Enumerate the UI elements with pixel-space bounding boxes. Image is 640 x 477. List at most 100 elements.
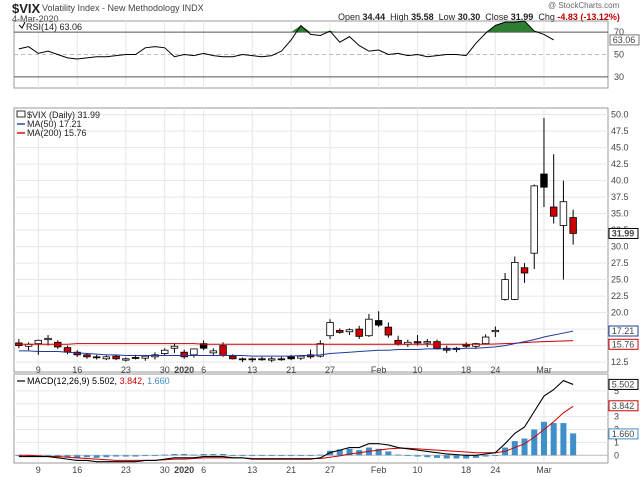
chart-date: 4-Mar-2020	[12, 14, 59, 24]
candle-body	[297, 355, 305, 359]
macd-histogram-bar	[453, 455, 460, 459]
close-label: Close	[485, 12, 509, 22]
macd-histogram-bar	[424, 455, 431, 458]
candle-body	[267, 358, 276, 361]
price-x-tick-label: 10	[413, 365, 423, 375]
macd-histogram-bar	[258, 455, 265, 457]
price-x-tick-label: 21	[286, 365, 296, 375]
ticker-symbol: $VIX	[12, 1, 41, 16]
macd-current-label: 5.502	[612, 379, 635, 389]
price-x-tick-label: 23	[121, 365, 131, 375]
price-y-tick-label: 30.0	[611, 242, 629, 252]
candle-body	[365, 318, 373, 337]
macd-x-tick-label: Mar	[536, 465, 552, 475]
macd-histogram-bar	[336, 449, 343, 456]
candle-body	[122, 358, 130, 361]
rsi-value-box	[609, 34, 640, 46]
price-y-tick-label: 35.0	[611, 209, 629, 219]
macd-x-tick-label: 23	[121, 465, 131, 475]
macd-histogram-bar	[317, 454, 324, 456]
candle-body	[92, 356, 101, 359]
candle-body	[209, 350, 218, 354]
macd-histogram-bar	[307, 455, 314, 457]
candle-body	[161, 349, 169, 354]
candle-body	[141, 355, 149, 359]
macd-histogram-bar	[521, 438, 528, 456]
macd-histogram-bar	[433, 455, 441, 458]
macd-histogram-bar	[142, 455, 149, 457]
rsi-y-tick-label: 50	[614, 50, 624, 60]
candle-body	[345, 329, 354, 333]
price-x-tick-label: 30	[160, 365, 170, 375]
candle-body	[569, 217, 577, 234]
macd-legend-label: MACD(12,26,9) 5.502, 3.842, 1.660	[27, 376, 170, 386]
price-x-tick-label: 9	[36, 365, 41, 375]
macd-x-tick-label: 16	[72, 465, 82, 475]
candle-body	[336, 330, 344, 333]
price-y-tick-label: 37.5	[611, 192, 629, 202]
price-y-tick-label: 40.0	[611, 176, 629, 186]
candle-body	[481, 336, 490, 345]
price-x-tick-label: 13	[247, 365, 257, 375]
rsi-line	[18, 20, 554, 60]
rsi-y-tick-label: 70	[614, 27, 624, 37]
candle-body	[83, 354, 91, 358]
macd-histogram-bar	[482, 455, 489, 457]
candle-body	[413, 341, 422, 344]
candle-body	[63, 347, 72, 353]
macd-x-tick-label: 9	[36, 465, 41, 475]
price-x-tick-label: 18	[461, 365, 471, 375]
open-label: Open	[338, 12, 361, 22]
candle-body	[238, 358, 247, 361]
price-y-tick-label: 45.0	[611, 143, 629, 153]
candle-body	[384, 326, 393, 336]
macd-x-tick-label: 21	[286, 465, 296, 475]
candle-body	[559, 201, 568, 226]
price-y-tick-label: 27.5	[611, 258, 629, 268]
macd-y-tick-label: 1	[614, 437, 619, 447]
macd-histogram-bar	[200, 453, 207, 456]
candle-body	[199, 343, 208, 349]
candle-body	[491, 330, 500, 333]
high-value: 35.58	[411, 12, 434, 22]
ma50-legend-label: MA(50) 17.21	[27, 119, 82, 129]
macd-histogram-bar	[531, 429, 538, 456]
macd-histogram-bar	[113, 455, 120, 457]
candle-body	[44, 337, 52, 341]
signal-current-box	[608, 400, 639, 412]
candle-body	[316, 343, 325, 357]
macd-x-tick-label: Feb	[371, 465, 387, 475]
macd-histogram-bar	[472, 455, 479, 458]
candle-body	[520, 267, 529, 274]
ma50-line	[18, 330, 574, 357]
candle-body	[277, 358, 286, 361]
macd-histogram-bar	[268, 455, 275, 457]
macd-histogram-bar	[161, 454, 168, 456]
price-legend-label: $VIX (Daily) 31.99	[27, 110, 100, 120]
macd-x-tick-label: 10	[413, 465, 423, 475]
macd-histogram-bar	[297, 455, 304, 457]
rsi-legend-icon	[18, 21, 26, 29]
candle-body	[394, 339, 402, 345]
macd-histogram-bar	[103, 455, 110, 458]
macd-y-tick-label: 5	[614, 386, 619, 396]
candle-body	[501, 279, 509, 300]
hist-current-label: 1.660	[612, 429, 635, 439]
price-x-tick-label: 6	[201, 365, 206, 375]
high-label: High	[390, 12, 409, 22]
price-panel-frame	[13, 107, 609, 373]
macd-histogram-bar	[122, 455, 129, 457]
price-current-box	[608, 227, 639, 239]
rsi-y-tick-label: 30	[614, 72, 624, 82]
rsi-legend-label: RSI(14) 63.06	[26, 22, 82, 32]
candle-body	[258, 358, 266, 361]
macd-x-tick-label: 2020	[174, 465, 194, 475]
price-y-tick-label: 20.0	[611, 308, 629, 318]
macd-histogram-bar	[404, 455, 411, 457]
open-value: 34.44	[362, 12, 386, 22]
macd-histogram-bar	[463, 455, 470, 459]
ma200-current-box	[608, 338, 639, 350]
stockcharts-credit: @ StockCharts.com	[548, 1, 620, 10]
price-y-tick-label: 25.0	[611, 275, 629, 285]
price-current-label: 31.99	[612, 228, 635, 238]
